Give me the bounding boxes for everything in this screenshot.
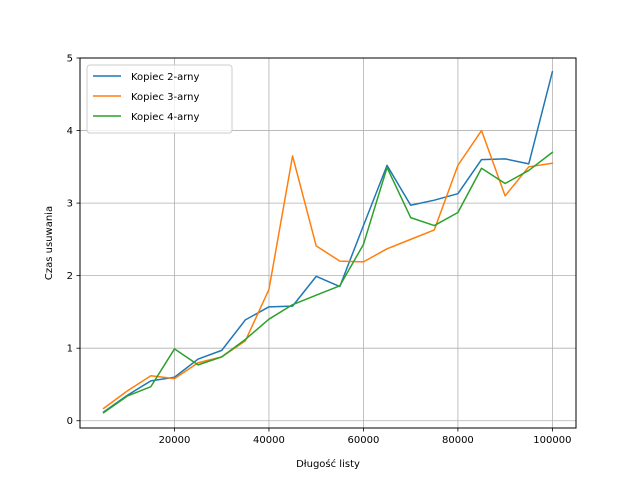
legend-label-3: Kopiec 4-arny xyxy=(131,112,200,123)
y-tick-label: 5 xyxy=(67,54,73,65)
x-axis-label: Długość listy xyxy=(296,458,360,470)
legend: Kopiec 2-arny Kopiec 3-arny Kopiec 4-arny xyxy=(86,64,233,134)
legend-box xyxy=(86,64,233,134)
x-tick-label: 100000 xyxy=(533,435,571,446)
y-tick-label: 2 xyxy=(67,271,73,282)
x-tick-label: 80000 xyxy=(442,435,474,446)
x-tick-label: 20000 xyxy=(159,435,191,446)
series-line-1 xyxy=(102,70,554,414)
y-tick-label: 3 xyxy=(67,199,73,210)
series-line-2 xyxy=(102,129,554,410)
x-tick-label: 60000 xyxy=(348,435,380,446)
legend-label-1: Kopiec 2-arny xyxy=(131,72,200,83)
x-tick-label: 40000 xyxy=(253,435,285,446)
series-line-3 xyxy=(102,151,554,414)
series-lines xyxy=(102,70,554,414)
y-tick-label: 4 xyxy=(67,126,73,137)
y-axis-label: Czas usuwania xyxy=(44,206,55,280)
axis-ticks: 20000 40000 60000 80000 100000 0 1 2 3 4 5 xyxy=(67,54,572,447)
y-tick-label: 0 xyxy=(67,416,73,427)
y-tick-label: 1 xyxy=(67,344,73,355)
plot-frame xyxy=(79,57,577,429)
legend-label-2: Kopiec 3-arny xyxy=(131,92,200,103)
